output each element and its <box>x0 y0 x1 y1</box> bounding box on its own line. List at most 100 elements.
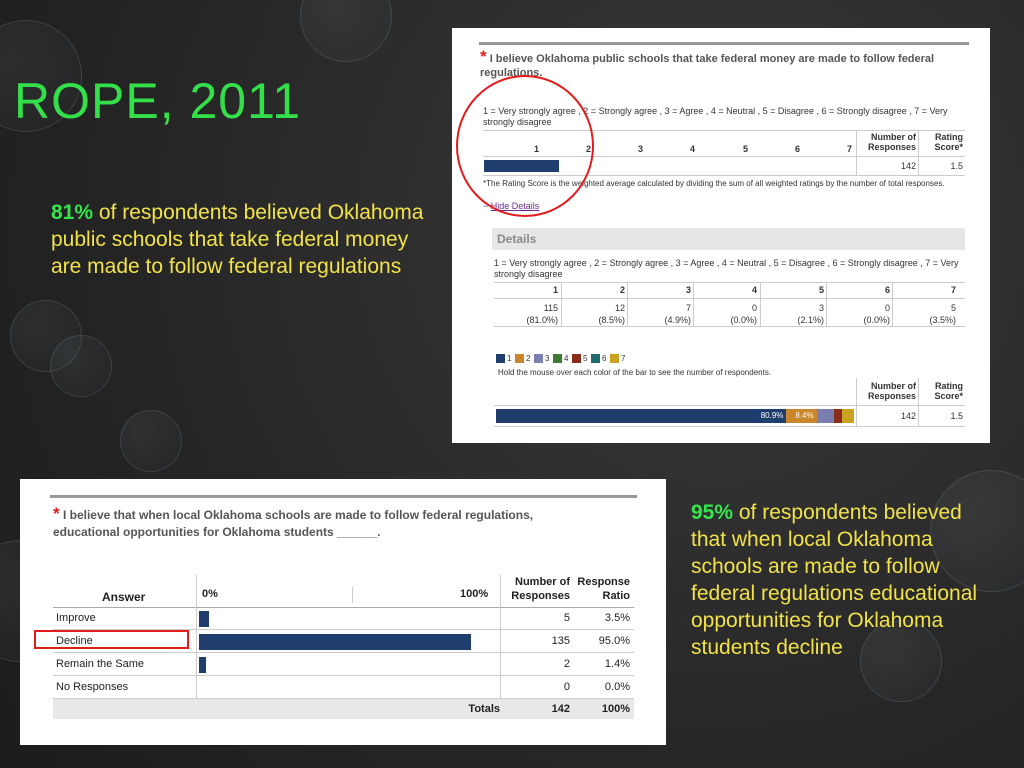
highlight-ellipse <box>456 75 594 217</box>
col-label: 6 <box>794 144 800 154</box>
stat-pct-2: 95% <box>691 501 734 524</box>
stacked-segment[interactable] <box>841 409 855 423</box>
details-col-label: 4 <box>751 285 757 295</box>
col-label: 4 <box>689 144 695 154</box>
response-ratio: 95.0% <box>598 635 630 647</box>
rating-value: 1.5 <box>950 411 963 421</box>
table-border <box>483 130 965 131</box>
legend-swatch <box>496 354 505 363</box>
table-border <box>53 629 634 630</box>
required-asterisk-icon: * <box>480 47 487 66</box>
table-border <box>494 426 965 427</box>
table-border <box>856 378 857 426</box>
table-border <box>500 575 501 698</box>
question-text-2: * I believe that when local Oklahoma sch… <box>53 504 534 539</box>
stat-text-2: 95% of respondents believed that when lo… <box>691 499 981 661</box>
stat-body-1: of respondents believed Oklahoma public … <box>51 201 424 278</box>
decor-bubble <box>300 0 392 62</box>
rating-header: Rating Score* <box>934 381 963 401</box>
stacked-segment[interactable]: 8.4% <box>786 409 817 423</box>
responses-header: Number of Responses <box>867 381 916 401</box>
hover-hint: Hold the mouse over each color of the ba… <box>498 368 772 377</box>
answer-label: No Responses <box>56 681 129 693</box>
details-percent: (2.1%) <box>797 315 824 325</box>
legend-number: 1 <box>507 354 512 363</box>
table-border <box>494 298 965 299</box>
table-border <box>892 282 893 326</box>
legend-swatch <box>553 354 562 363</box>
details-count: 0 <box>884 303 890 313</box>
details-col-label: 1 <box>552 285 558 295</box>
stacked-segment[interactable]: 80.9% <box>496 409 787 423</box>
table-border <box>760 282 761 326</box>
panel-divider <box>479 42 969 45</box>
details-scale-text: 1 = Very strongly agree , 2 = Strongly a… <box>494 258 959 279</box>
response-count: 135 <box>551 635 570 647</box>
legend-swatch <box>591 354 600 363</box>
highlight-rectangle <box>34 630 189 649</box>
required-asterisk-icon: * <box>53 504 60 523</box>
details-percent: (81.0%) <box>526 315 558 325</box>
legend-swatch <box>534 354 543 363</box>
legend-number: 5 <box>583 354 588 363</box>
responses-header: Number of Responses <box>867 132 916 152</box>
col-label: 5 <box>742 144 748 154</box>
table-border <box>918 130 919 175</box>
totals-ratio: 100% <box>601 703 630 715</box>
scale-zero: 0% <box>202 588 218 600</box>
legend-number: 7 <box>621 354 626 363</box>
table-border <box>918 378 919 426</box>
details-col-label: 2 <box>619 285 625 295</box>
details-percent: (4.9%) <box>664 315 691 325</box>
decor-bubble <box>120 410 182 472</box>
totals-label: Totals <box>468 703 500 715</box>
col-label: 7 <box>846 144 852 154</box>
segment-label: 8.4% <box>795 411 814 420</box>
stacked-bar[interactable]: 80.9% 8.4% <box>496 409 855 423</box>
question-text-1: * I believe Oklahoma public schools that… <box>480 47 935 79</box>
answer-label: Improve <box>56 612 96 624</box>
details-header: Details <box>492 228 965 250</box>
response-bar <box>199 634 472 650</box>
decor-bubble <box>860 620 942 702</box>
table-border <box>627 282 628 326</box>
table-border <box>483 156 965 157</box>
collapse-icon: − <box>483 201 491 211</box>
rating-footnote: *The Rating Score is the weighted averag… <box>483 179 945 188</box>
details-percent: (8.5%) <box>598 315 625 325</box>
slide-title: ROPE, 2011 <box>14 73 302 129</box>
table-border <box>494 282 965 283</box>
details-percent: (0.0%) <box>863 315 890 325</box>
survey-panel-1: * I believe Oklahoma public schools that… <box>452 28 990 443</box>
stat-pct-1: 81% <box>51 201 94 224</box>
panel-divider <box>50 495 637 498</box>
answer-label: Remain the Same <box>56 658 145 670</box>
legend-number: 3 <box>545 354 550 363</box>
responses-value: 142 <box>900 161 916 171</box>
table-border <box>693 282 694 326</box>
responses-value: 142 <box>900 411 916 421</box>
response-bar <box>199 611 210 627</box>
stat-text-1: 81% of respondents believed Oklahoma pub… <box>51 199 431 280</box>
table-border <box>494 405 965 406</box>
response-ratio: 1.4% <box>604 658 630 670</box>
stacked-segment[interactable] <box>816 409 835 423</box>
table-border <box>53 652 634 653</box>
rating-value: 1.5 <box>950 161 963 171</box>
details-count: 5 <box>950 303 956 313</box>
response-count: 0 <box>563 681 570 693</box>
ratio-header: Response Ratio <box>577 576 630 602</box>
segment-label: 80.9% <box>760 411 784 420</box>
table-border <box>53 675 634 676</box>
legend-number: 6 <box>602 354 607 363</box>
details-col-label: 3 <box>685 285 691 295</box>
responses-header: Number of Responses <box>511 576 570 602</box>
table-border <box>53 698 634 699</box>
details-percent: (3.5%) <box>929 315 956 325</box>
answer-header: Answer <box>102 590 146 604</box>
stacked-segment[interactable] <box>834 409 842 423</box>
rating-header: Rating Score* <box>934 132 963 152</box>
details-col-label: 5 <box>818 285 824 295</box>
answer-label: Decline <box>56 635 93 647</box>
details-col-label: 7 <box>950 285 956 295</box>
